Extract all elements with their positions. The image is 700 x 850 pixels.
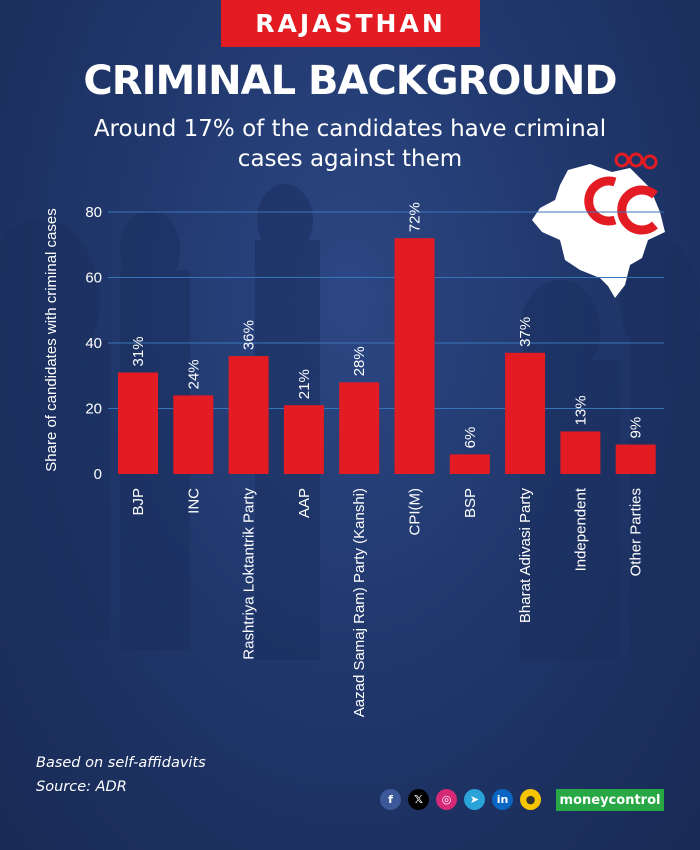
value-label: 36%	[241, 320, 258, 350]
footnote: Based on self-affidavits Source: ADR	[36, 751, 206, 799]
bar	[283, 405, 324, 474]
x-icon[interactable]: 𝕏	[408, 789, 429, 810]
category-label: Aazad Samaj Ram) Party (Kanshi)	[351, 488, 368, 717]
page-subtitle: Around 17% of the candidates have crimin…	[93, 116, 607, 172]
category-label: Bharat Adivasi Party	[517, 488, 534, 624]
moneycontrol-logo[interactable]: moneycontrol	[556, 789, 664, 811]
bar	[615, 444, 656, 474]
category-label: BJP	[130, 488, 147, 516]
y-tick-label: 0	[94, 466, 102, 483]
region-banner: RAJASTHAN	[221, 0, 480, 47]
footnote-affidavit: Based on self-affidavits	[36, 755, 206, 771]
category-label: BSP	[462, 488, 479, 518]
bar	[505, 352, 546, 474]
y-tick-label: 20	[85, 401, 102, 418]
linkedin-icon[interactable]: in	[492, 789, 513, 810]
bar	[394, 238, 435, 474]
value-label: 72%	[407, 202, 424, 232]
value-label: 6%	[462, 427, 479, 449]
value-label: 31%	[130, 336, 147, 366]
page-title: CRIMINAL BACKGROUND	[83, 58, 617, 104]
category-label: Independent	[572, 487, 589, 571]
bar-chart: Share of candidates with criminal cases …	[43, 202, 664, 717]
bar	[560, 431, 601, 474]
category-label: Rashtriya Loktantrik Party	[241, 488, 258, 660]
telegram-icon[interactable]: ➤	[464, 789, 485, 810]
bar	[339, 382, 380, 474]
rajasthan-map-icon	[532, 152, 665, 298]
value-label: 28%	[351, 346, 368, 376]
y-axis-label: Share of candidates with criminal cases	[43, 208, 60, 471]
value-label: 37%	[517, 317, 534, 347]
facebook-icon[interactable]: f	[380, 789, 401, 810]
category-label: CPI(M)	[407, 488, 424, 536]
y-tick-label: 40	[85, 335, 102, 352]
social-icons: f 𝕏 ◎ ➤ in ●	[380, 789, 541, 810]
category-label: AAP	[296, 488, 313, 518]
koo-icon[interactable]: ●	[520, 789, 541, 810]
footnote-source: Source: ADR	[36, 779, 127, 795]
value-label: 24%	[185, 359, 202, 389]
category-label: Other Parties	[628, 488, 645, 576]
instagram-icon[interactable]: ◎	[436, 789, 457, 810]
y-tick-label: 60	[85, 270, 102, 287]
y-tick-label: 80	[85, 204, 102, 221]
value-label: 9%	[628, 417, 645, 439]
bar	[173, 395, 214, 474]
category-label: INC	[185, 488, 202, 514]
bar	[228, 356, 269, 474]
value-label: 21%	[296, 369, 313, 399]
value-label: 13%	[572, 395, 589, 425]
bar	[118, 372, 158, 474]
bar	[449, 454, 490, 474]
